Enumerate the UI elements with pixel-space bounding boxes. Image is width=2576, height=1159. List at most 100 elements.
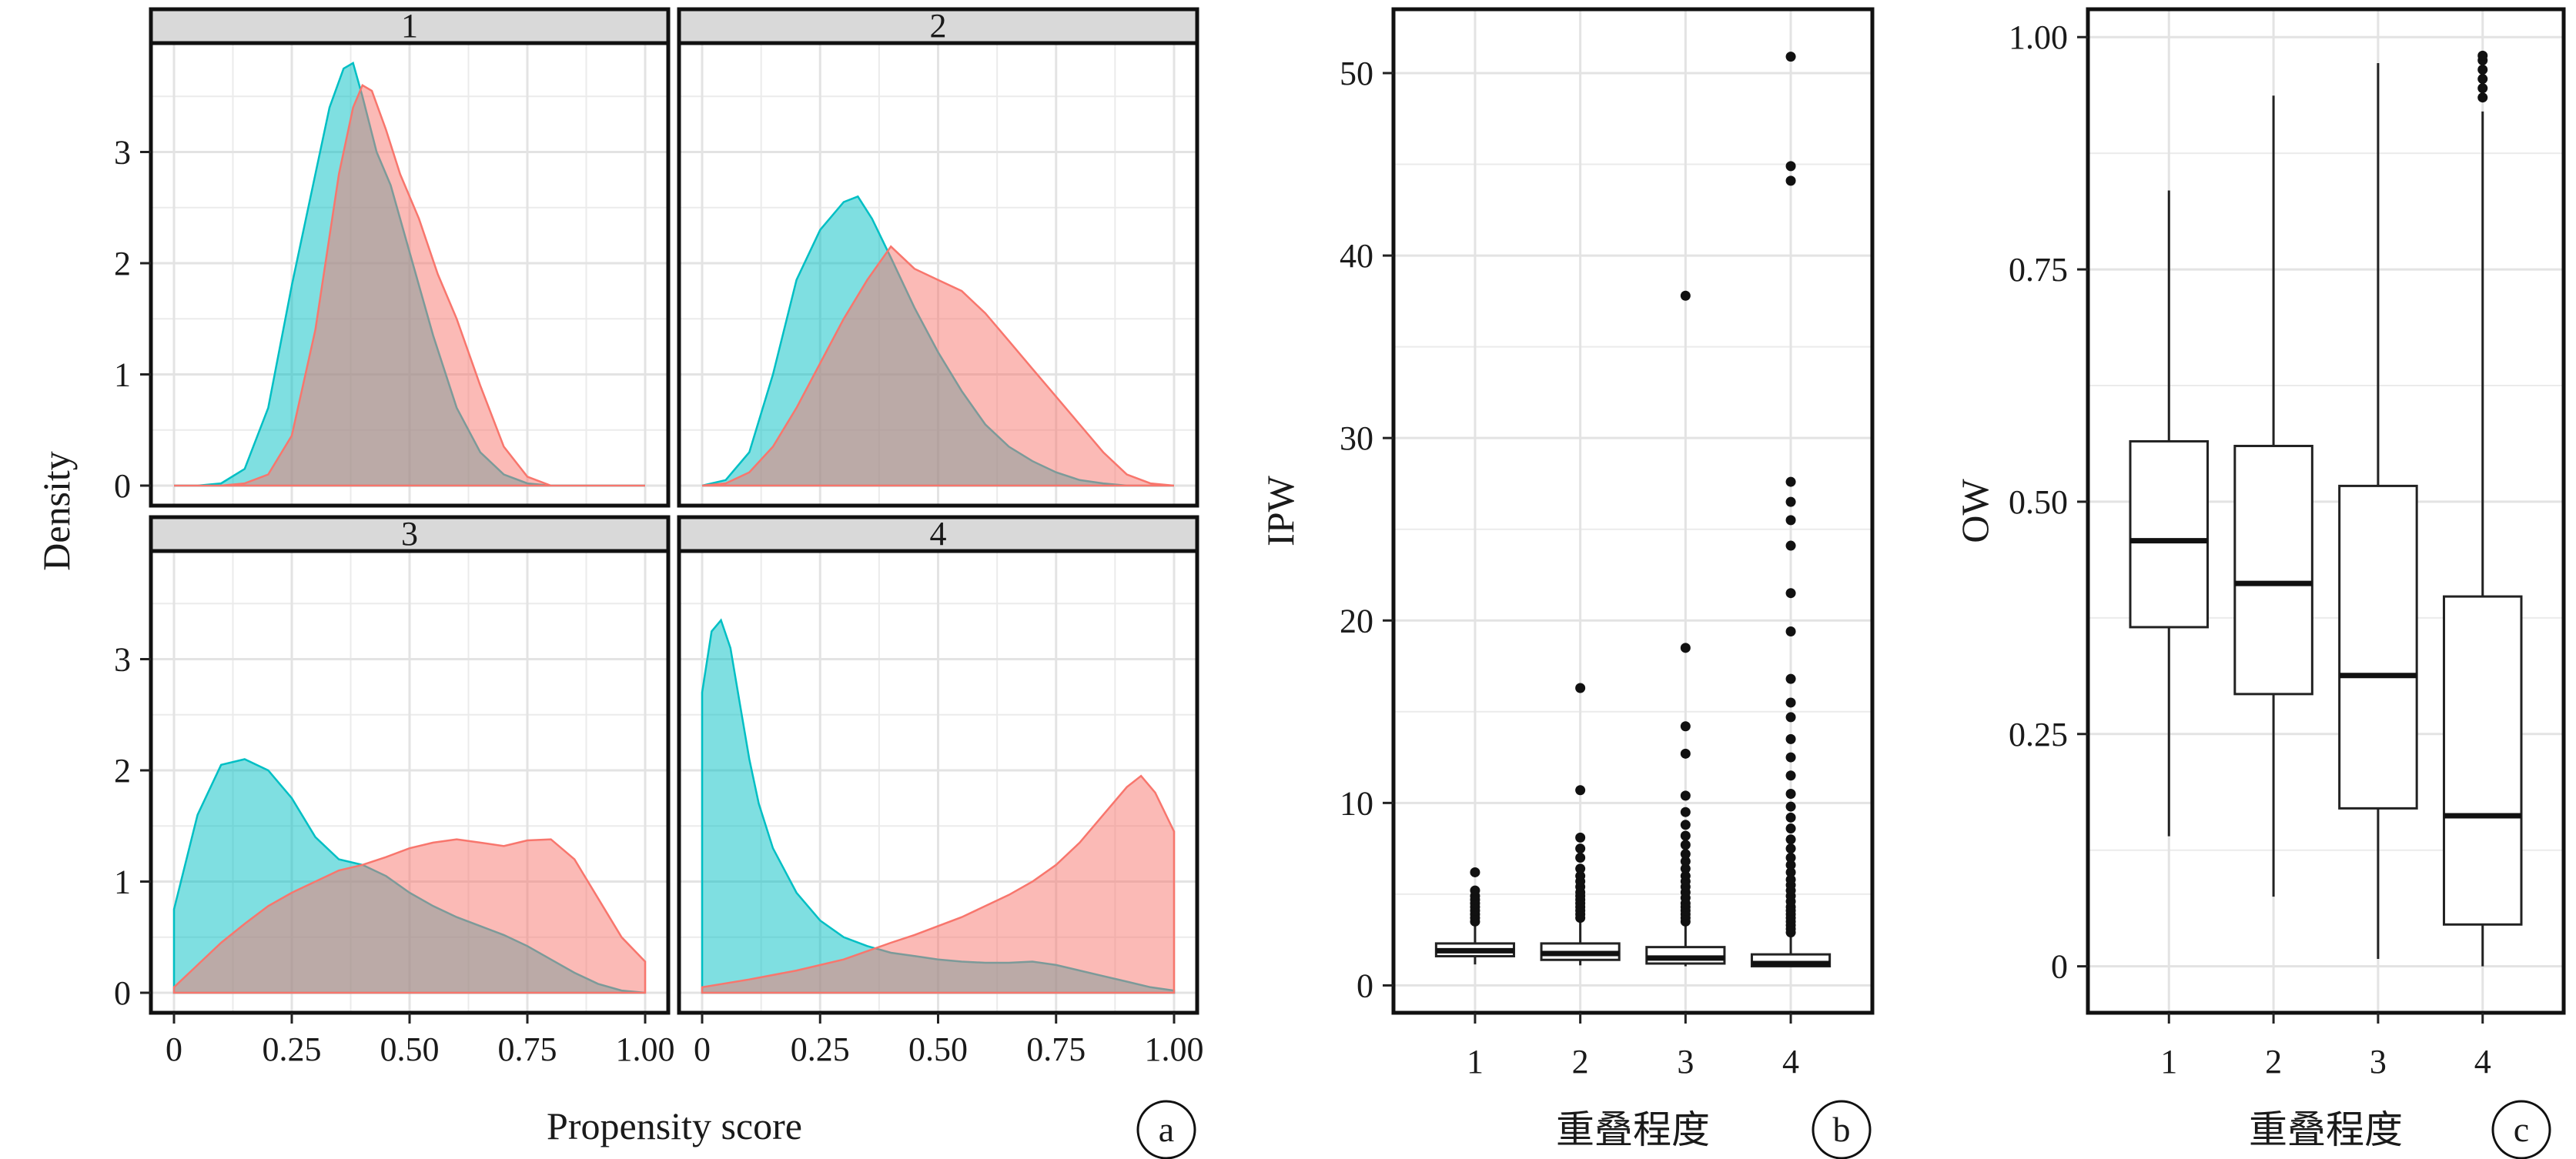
x-tick-label: 0 [166, 1030, 182, 1068]
outlier-point [1680, 870, 1691, 881]
outlier-point [1680, 820, 1691, 830]
outlier-point [1785, 812, 1796, 823]
x-tick-label: 0.25 [791, 1030, 850, 1068]
density-area-treated [174, 83, 645, 487]
outlier-point [1785, 540, 1796, 551]
facet-2: 2 [677, 7, 1199, 508]
facet-frame [677, 41, 1199, 508]
facet-strip [149, 515, 671, 553]
outlier-point [1680, 290, 1691, 301]
outlier-point [1785, 697, 1796, 708]
outlier-point [1680, 863, 1691, 874]
x-tick-label: 1 [1467, 1043, 1484, 1081]
x-axis-title: 重叠程度 [2249, 1108, 2403, 1151]
facet-3: 3 [149, 515, 671, 1015]
outlier-point [1785, 860, 1796, 870]
panel-label-b: b [1833, 1110, 1851, 1149]
y-tick-label: 0 [2051, 948, 2068, 986]
x-tick-label: 2 [1572, 1043, 1589, 1081]
outlier-point [1785, 476, 1796, 487]
panel-frame [2086, 7, 2566, 1015]
facet-strip [677, 7, 1199, 45]
outlier-point [1680, 807, 1691, 817]
outlier-point [1680, 721, 1691, 732]
x-tick-label: 4 [2474, 1043, 2491, 1081]
outlier-point [1680, 748, 1691, 759]
box-iqr [2442, 595, 2523, 926]
outlier-point [1680, 849, 1691, 860]
facet-strip-label: 3 [401, 515, 418, 553]
outlier-point [1785, 788, 1796, 799]
y-tick-label: 0.25 [2009, 716, 2068, 753]
box-3 [2338, 63, 2418, 959]
outlier-point [1575, 870, 1586, 881]
outlier-point [1785, 770, 1796, 781]
panel-c-ow-boxplot: 0 0.25 0.50 0.75 1.00 1 2 3 4 重叠程度 OW c [1953, 7, 2566, 1159]
box-iqr [2129, 439, 2210, 629]
outlier-point [1785, 752, 1796, 763]
facet-1: 1 [149, 7, 671, 508]
outlier-point [1785, 712, 1796, 723]
facet-frame [149, 41, 671, 508]
y-tick-label: 2 [114, 752, 131, 790]
density-area-treated [701, 245, 1175, 487]
y-tick-label: 1 [114, 863, 131, 901]
panel-frame [1391, 7, 1875, 1015]
panel-label-a: a [1159, 1110, 1174, 1149]
x-tick-label: 1.00 [616, 1030, 675, 1068]
outlier-point [1785, 588, 1796, 599]
y-tick-label: 1 [114, 356, 131, 394]
y-tick-label: 30 [1340, 419, 1373, 457]
box-4 [2442, 50, 2523, 967]
box-iqr [2233, 444, 2313, 696]
outlier-point [2477, 74, 2488, 85]
facet-strip-label: 2 [930, 7, 947, 45]
y-tick-label: 0 [114, 467, 131, 505]
box-1 [1434, 867, 1516, 965]
outlier-point [1785, 496, 1796, 507]
x-tick-label: 2 [2265, 1043, 2282, 1081]
x-tick-label: 1 [2160, 1043, 2177, 1081]
x-tick-label: 3 [2370, 1043, 2387, 1081]
y-tick-label: 1.00 [2009, 18, 2068, 56]
outlier-point [1470, 885, 1480, 896]
y-tick-label: 3 [114, 641, 131, 679]
y-tick-label: 20 [1340, 602, 1373, 640]
x-tick-label: 0.75 [498, 1030, 557, 1068]
outlier-point [2477, 50, 2488, 61]
box-4 [1750, 52, 1832, 968]
outlier-point [1680, 856, 1691, 867]
y-tick-label: 40 [1340, 237, 1373, 275]
panel-label-circle [1136, 1100, 1196, 1159]
y-tick-label: 10 [1340, 784, 1373, 822]
outlier-point [1785, 843, 1796, 854]
outlier-point [1785, 733, 1796, 744]
y-axis-title: OW [1953, 479, 1996, 543]
outlier-point [1785, 852, 1796, 863]
outlier-point [1785, 161, 1796, 172]
outlier-point [1680, 840, 1691, 850]
outlier-point [1785, 52, 1796, 62]
outlier-point [1575, 852, 1586, 863]
panel-label-circle [2491, 1100, 2551, 1159]
box-iqr [2338, 484, 2418, 810]
y-tick-label: 0 [1357, 967, 1373, 1004]
box-iqr [1645, 946, 1726, 965]
x-axis-title: Propensity score [547, 1104, 802, 1147]
y-tick-label: 50 [1340, 55, 1373, 92]
box-2 [2233, 95, 2313, 897]
outlier-point [1785, 867, 1796, 877]
outlier-point [1470, 867, 1480, 877]
facet-strip-label: 4 [930, 515, 947, 553]
outlier-point [1785, 515, 1796, 526]
outlier-point [1575, 843, 1586, 854]
outlier-point [1785, 175, 1796, 186]
x-tick-label: 1.00 [1145, 1030, 1204, 1068]
box-2 [1540, 683, 1621, 966]
box-3 [1645, 290, 1726, 967]
x-tick-label: 0.75 [1026, 1030, 1086, 1068]
outlier-point [1785, 673, 1796, 684]
x-tick-label: 0.25 [263, 1030, 322, 1068]
x-tick-label: 0.50 [908, 1030, 968, 1068]
